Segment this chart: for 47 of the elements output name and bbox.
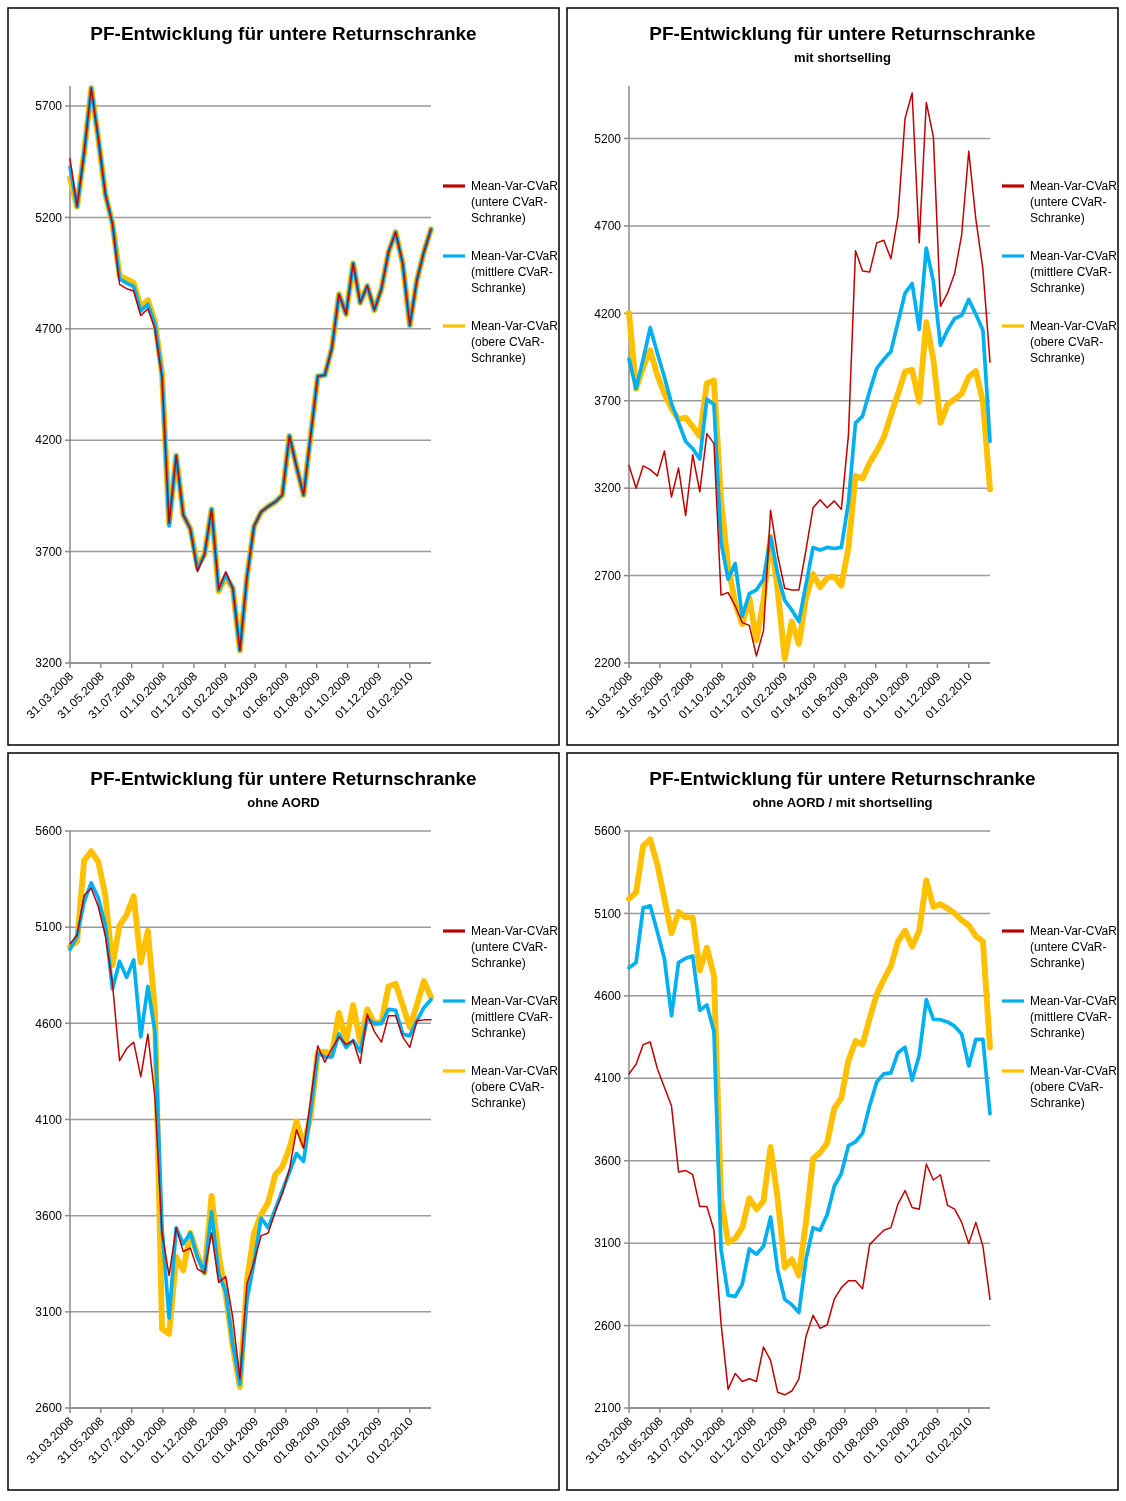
- y-tick-label: 2200: [594, 656, 622, 671]
- legend-label: Mean-Var-CVaR (untere CVaR-Schranke): [471, 179, 559, 226]
- y-tick-label: 3700: [35, 544, 63, 559]
- chart-title: PF-Entwicklung für untere Returnschranke: [90, 768, 477, 789]
- legend-label: Mean-Var-CVaR (obere CVaR-Schranke): [1030, 319, 1118, 366]
- chart-subtitle: ohne AORD / mit shortselling: [752, 795, 933, 810]
- legend-label: Mean-Var-CVaR (mittlere CVaR-Schranke): [1030, 249, 1118, 296]
- y-tick-label: 3700: [594, 393, 622, 408]
- chart-subtitle: ohne AORD: [247, 795, 320, 810]
- y-tick-label: 5600: [594, 824, 622, 839]
- legend-label: Mean-Var-CVaR (untere CVaR-Schranke): [1030, 924, 1118, 971]
- legend-label: Mean-Var-CVaR (mittlere CVaR-Schranke): [471, 994, 559, 1041]
- y-tick-label: 5200: [594, 131, 622, 146]
- chart-title: PF-Entwicklung für untere Returnschranke: [90, 23, 477, 44]
- y-tick-label: 4200: [35, 433, 63, 448]
- y-tick-label: 5100: [594, 906, 622, 921]
- y-tick-label: 2100: [594, 1401, 622, 1416]
- y-tick-label: 4600: [35, 1016, 63, 1031]
- y-tick-label: 3600: [594, 1153, 622, 1168]
- legend-label: Mean-Var-CVaR (obere CVaR-Schranke): [1030, 1064, 1118, 1111]
- y-tick-label: 4200: [594, 306, 622, 321]
- y-tick-label: 5600: [35, 824, 63, 839]
- chart-title: PF-Entwicklung für untere Returnschranke: [649, 23, 1036, 44]
- chart-subtitle: mit shortselling: [794, 50, 891, 65]
- y-tick-label: 3100: [594, 1236, 622, 1251]
- chart-title: PF-Entwicklung für untere Returnschranke: [649, 768, 1036, 789]
- y-tick-label: 4700: [35, 322, 63, 337]
- y-tick-label: 4100: [594, 1071, 622, 1086]
- legend-label: Mean-Var-CVaR (obere CVaR-Schranke): [471, 1064, 559, 1111]
- y-tick-label: 3200: [594, 481, 622, 496]
- legend-label: Mean-Var-CVaR (mittlere CVaR-Schranke): [471, 249, 559, 296]
- y-tick-label: 2600: [35, 1401, 63, 1416]
- y-tick-label: 4600: [594, 989, 622, 1004]
- y-tick-label: 3600: [35, 1208, 63, 1223]
- y-tick-label: 3200: [35, 656, 63, 671]
- legend-label: Mean-Var-CVaR (untere CVaR-Schranke): [471, 924, 559, 971]
- y-tick-label: 5100: [35, 920, 63, 935]
- y-tick-label: 2600: [594, 1318, 622, 1333]
- y-tick-label: 5700: [35, 99, 63, 114]
- legend-label: Mean-Var-CVaR (obere CVaR-Schranke): [471, 319, 559, 366]
- y-tick-label: 4100: [35, 1112, 63, 1127]
- y-tick-label: 2700: [594, 568, 622, 583]
- y-tick-label: 4700: [594, 219, 622, 234]
- legend-label: Mean-Var-CVaR (mittlere CVaR-Schranke): [1030, 994, 1118, 1041]
- y-tick-label: 3100: [35, 1305, 63, 1320]
- y-tick-label: 5200: [35, 210, 63, 225]
- legend-label: Mean-Var-CVaR (untere CVaR-Schranke): [1030, 179, 1118, 226]
